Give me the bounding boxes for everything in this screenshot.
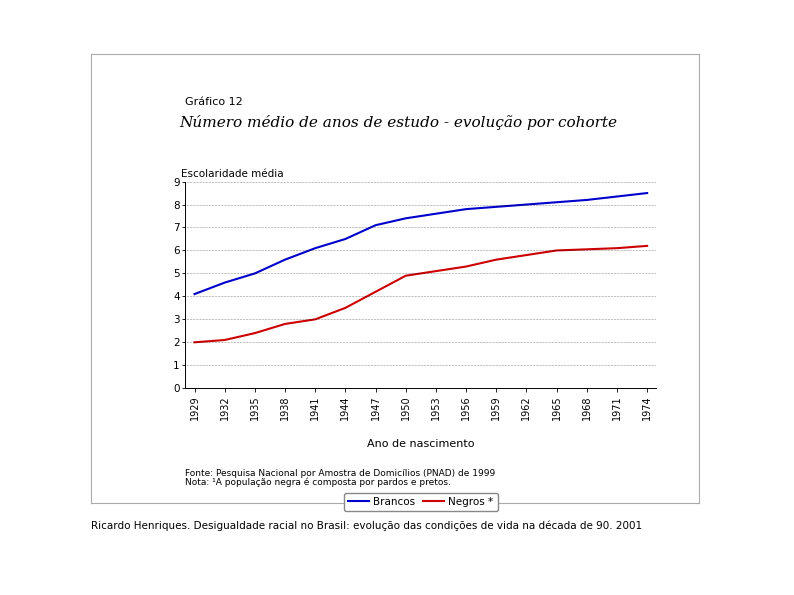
Text: Fonte: Pesquisa Nacional por Amostra de Domicílios (PNAD) de 1999: Fonte: Pesquisa Nacional por Amostra de …	[186, 468, 495, 478]
Text: Ano de nascimento: Ano de nascimento	[367, 439, 475, 449]
Legend: Brancos, Negros *: Brancos, Negros *	[344, 493, 498, 511]
Text: Ricardo Henriques. Desigualdade racial no Brasil: evolução das condições de vida: Ricardo Henriques. Desigualdade racial n…	[91, 521, 642, 531]
Text: Gráfico 12: Gráfico 12	[186, 98, 243, 108]
Text: Nota: ¹A população negra é composta por pardos e pretos.: Nota: ¹A população negra é composta por …	[186, 477, 451, 487]
Text: Escolaridade média: Escolaridade média	[182, 168, 284, 178]
Text: Número médio de anos de estudo - evolução por cohorte: Número médio de anos de estudo - evoluçã…	[179, 115, 618, 130]
